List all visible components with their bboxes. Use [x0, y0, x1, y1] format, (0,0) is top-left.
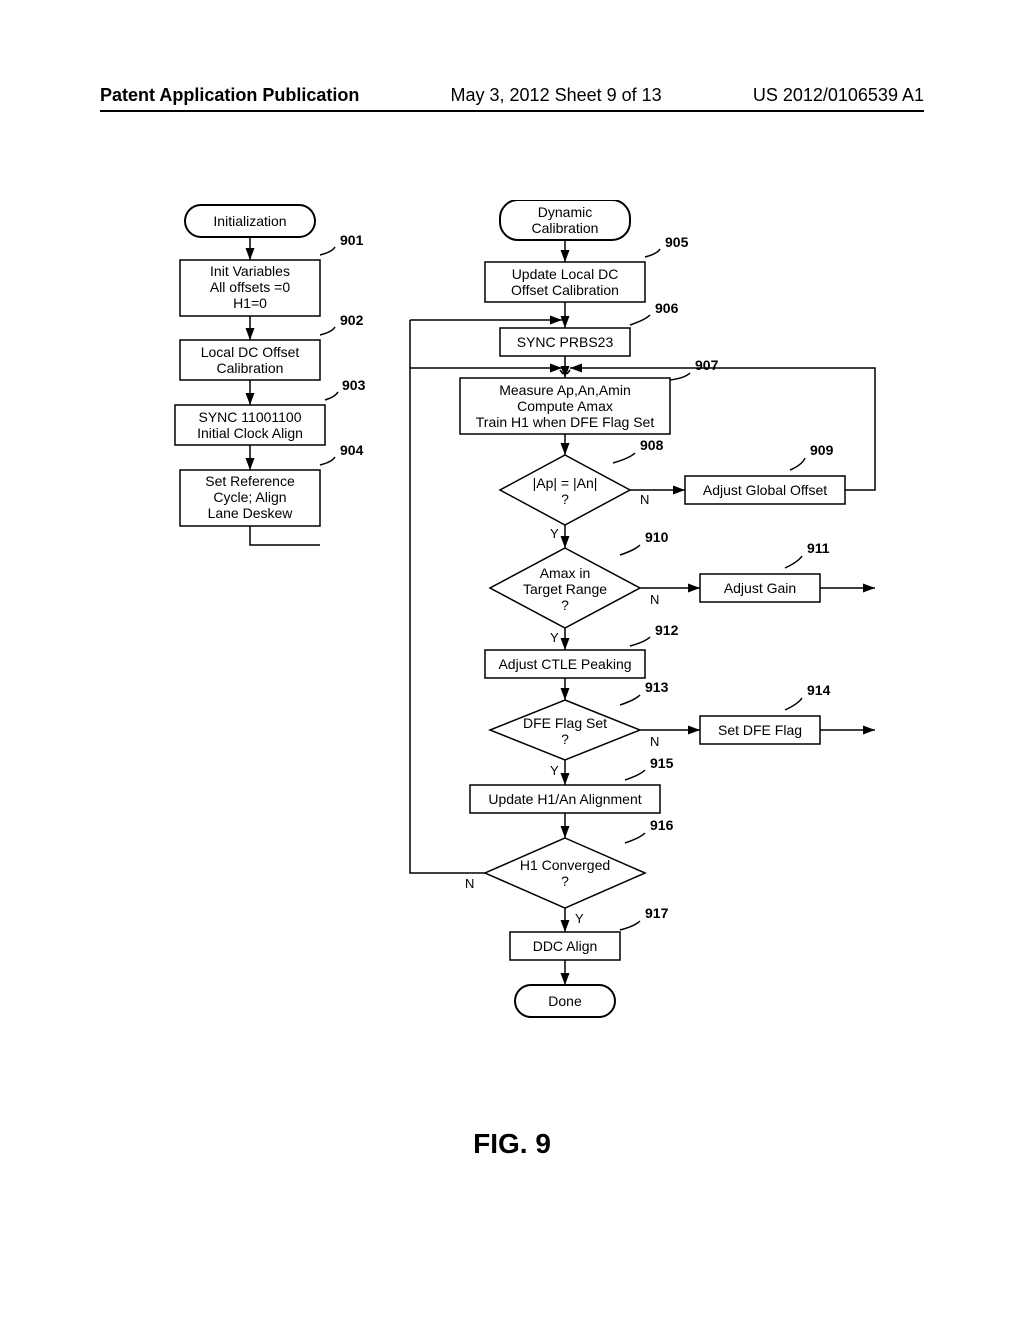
- svg-text:?: ?: [561, 597, 569, 613]
- svg-text:Update H1/An Alignment: Update H1/An Alignment: [488, 791, 641, 807]
- figure-label: FIG. 9: [0, 1128, 1024, 1160]
- svg-text:916: 916: [650, 817, 674, 833]
- svg-text:917: 917: [645, 905, 669, 921]
- svg-text:Y: Y: [575, 911, 584, 926]
- svg-text:Offset Calibration: Offset Calibration: [511, 282, 619, 298]
- svg-text:906: 906: [655, 300, 679, 316]
- svg-text:Adjust CTLE Peaking: Adjust CTLE Peaking: [498, 656, 631, 672]
- svg-text:Init Variables: Init Variables: [210, 263, 290, 279]
- svg-text:?: ?: [561, 873, 569, 889]
- svg-text:901: 901: [340, 232, 364, 248]
- svg-text:SYNC 11001100: SYNC 11001100: [199, 409, 302, 425]
- svg-text:Target Range: Target Range: [523, 581, 607, 597]
- svg-text:Update Local DC: Update Local DC: [512, 266, 619, 282]
- header-left: Patent Application Publication: [100, 85, 359, 106]
- svg-text:?: ?: [561, 491, 569, 507]
- header-mid: May 3, 2012 Sheet 9 of 13: [451, 85, 662, 106]
- svg-text:H1=0: H1=0: [233, 295, 267, 311]
- svg-text:H1 Converged: H1 Converged: [520, 857, 610, 873]
- svg-text:N: N: [650, 592, 659, 607]
- svg-text:Compute Amax: Compute Amax: [517, 398, 613, 414]
- svg-text:Cycle; Align: Cycle; Align: [213, 489, 286, 505]
- svg-text:915: 915: [650, 755, 674, 771]
- svg-text:SYNC PRBS23: SYNC PRBS23: [517, 334, 614, 350]
- svg-text:Y: Y: [550, 630, 559, 645]
- flowchart: Initialization Init Variables All offset…: [130, 200, 910, 1120]
- svg-text:Y: Y: [550, 526, 559, 541]
- svg-text:Calibration: Calibration: [532, 220, 599, 236]
- svg-text:904: 904: [340, 442, 364, 458]
- svg-text:Set DFE Flag: Set DFE Flag: [718, 722, 802, 738]
- svg-text:912: 912: [655, 622, 679, 638]
- svg-text:905: 905: [665, 234, 689, 250]
- svg-text:Amax in: Amax in: [540, 565, 591, 581]
- svg-text:Measure Ap,An,Amin: Measure Ap,An,Amin: [499, 382, 631, 398]
- svg-text:|Ap| = |An|: |Ap| = |An|: [533, 475, 598, 491]
- svg-text:N: N: [640, 492, 649, 507]
- header-right: US 2012/0106539 A1: [753, 85, 924, 106]
- svg-text:Train H1 when DFE Flag Set: Train H1 when DFE Flag Set: [476, 414, 655, 430]
- svg-text:N: N: [465, 876, 474, 891]
- header-rule: [100, 110, 924, 112]
- svg-text:Adjust Global Offset: Adjust Global Offset: [703, 482, 827, 498]
- svg-text:902: 902: [340, 312, 364, 328]
- svg-text:Lane Deskew: Lane Deskew: [208, 505, 294, 521]
- svg-text:910: 910: [645, 529, 669, 545]
- svg-text:Dynamic: Dynamic: [538, 204, 592, 220]
- svg-text:Set Reference: Set Reference: [205, 473, 295, 489]
- svg-text:914: 914: [807, 682, 831, 698]
- svg-text:903: 903: [342, 377, 366, 393]
- svg-text:Initial Clock Align: Initial Clock Align: [197, 425, 303, 441]
- svg-text:911: 911: [807, 540, 830, 556]
- svg-text:Y: Y: [550, 763, 559, 778]
- svg-text:909: 909: [810, 442, 834, 458]
- svg-text:DDC Align: DDC Align: [533, 938, 598, 954]
- svg-text:907: 907: [695, 357, 719, 373]
- page-header: Patent Application Publication May 3, 20…: [0, 85, 1024, 106]
- svg-text:Calibration: Calibration: [217, 360, 284, 376]
- svg-text:908: 908: [640, 437, 664, 453]
- svg-text:Local DC Offset: Local DC Offset: [201, 344, 300, 360]
- svg-text:Adjust Gain: Adjust Gain: [724, 580, 796, 596]
- terminal-initialization-label: Initialization: [213, 213, 286, 229]
- svg-text:?: ?: [561, 731, 569, 747]
- svg-text:Done: Done: [548, 993, 582, 1009]
- svg-text:All offsets =0: All offsets =0: [210, 279, 291, 295]
- svg-text:913: 913: [645, 679, 669, 695]
- svg-text:N: N: [650, 734, 659, 749]
- svg-text:DFE Flag Set: DFE Flag Set: [523, 715, 607, 731]
